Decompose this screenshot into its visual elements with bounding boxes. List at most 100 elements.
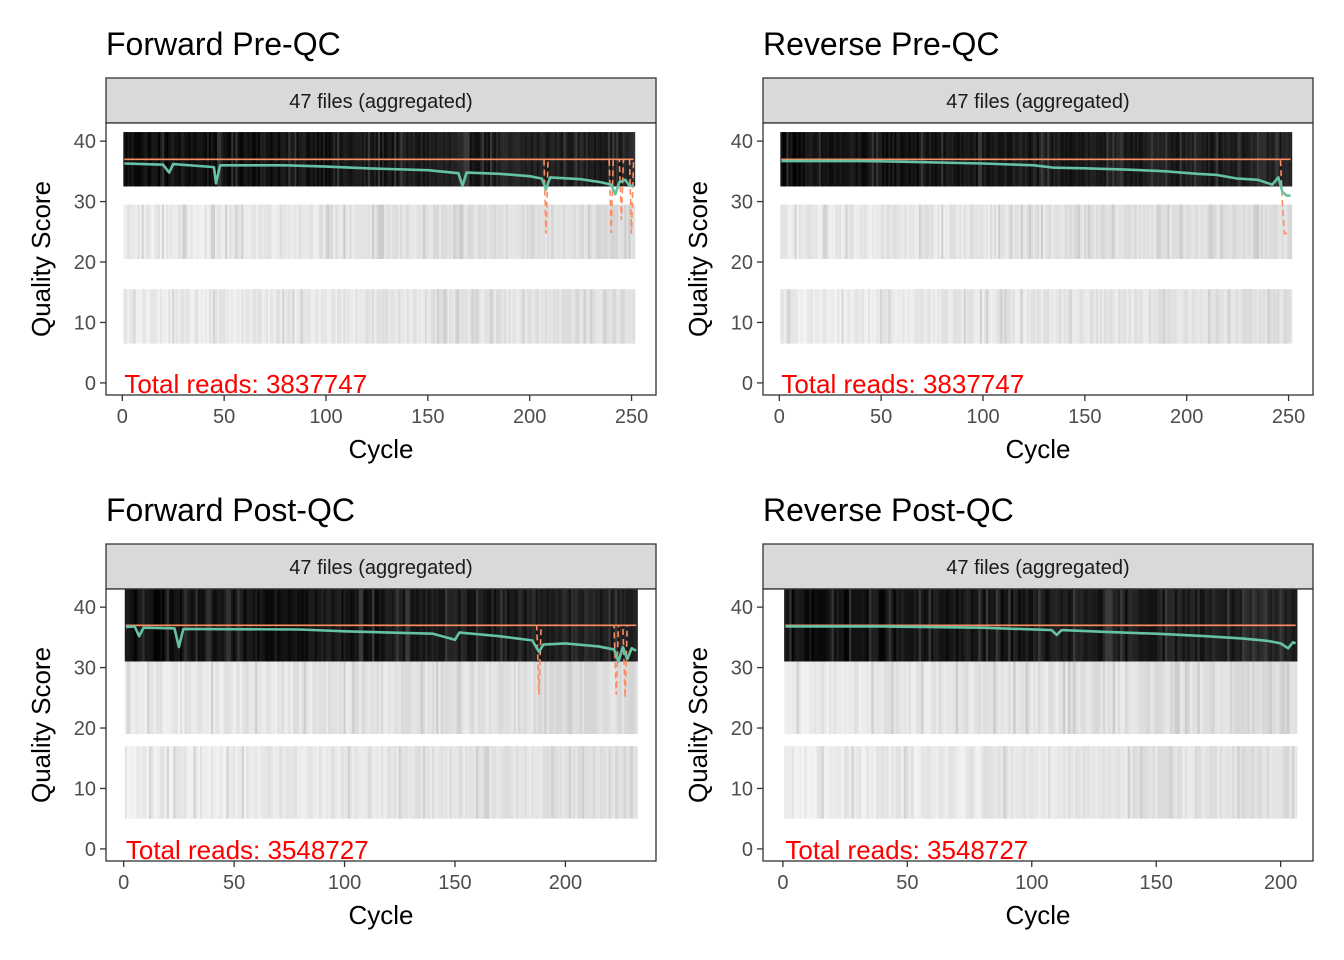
heatmap-cell [333, 204, 336, 259]
heatmap-cell [453, 289, 456, 344]
heatmap-cell [213, 661, 216, 735]
heatmap-cell [267, 204, 271, 259]
heatmap-cell [208, 661, 212, 735]
heatmap-cell [412, 289, 416, 344]
heatmap-cell [1010, 204, 1014, 259]
heatmap-cell [1163, 204, 1166, 259]
heatmap-cell [996, 204, 999, 259]
heatmap-cell [857, 204, 861, 259]
heatmap-cell [1171, 204, 1175, 259]
heatmap-cell [1173, 204, 1177, 259]
heatmap-cell [184, 661, 188, 735]
heatmap-cell [504, 746, 508, 819]
heatmap-cell [263, 661, 267, 735]
heatmap-cell [1173, 289, 1177, 344]
heatmap-cell [482, 661, 486, 735]
heatmap-cell [1020, 204, 1024, 259]
heatmap-cell [1179, 204, 1183, 259]
heatmap-cell [455, 204, 458, 259]
heatmap-cell [322, 204, 326, 259]
heatmap-cell [1224, 661, 1228, 735]
heatmap-cell [1117, 746, 1121, 819]
heatmap-cell [920, 289, 924, 344]
heatmap-cell [475, 204, 479, 259]
heatmap-cell [843, 661, 847, 735]
heatmap-cell [902, 289, 906, 344]
heatmap-cell [329, 204, 332, 259]
heatmap-cell [451, 661, 455, 735]
heatmap-cell [219, 661, 223, 735]
heatmap-cell [564, 661, 568, 735]
heatmap-cell [473, 661, 477, 735]
heatmap-cell [828, 746, 833, 819]
heatmap-cell [943, 289, 946, 344]
heatmap-cell [140, 746, 144, 819]
heatmap-cell [1177, 289, 1181, 344]
heatmap-cell [485, 204, 489, 259]
facet-strip-label: 47 files (aggregated) [946, 557, 1129, 579]
heatmap-cell [894, 289, 898, 344]
heatmap-cell [910, 204, 914, 259]
heatmap-cell [628, 746, 632, 819]
heatmap-cell [162, 204, 165, 259]
heatmap-cell [979, 204, 983, 259]
heatmap-cell [1132, 746, 1136, 819]
heatmap-cell [210, 661, 214, 735]
heatmap-cell [496, 204, 499, 259]
heatmap-cell [1055, 289, 1058, 344]
heatmap-cell [383, 661, 387, 735]
heatmap-cell [279, 746, 283, 819]
heatmap-cell [170, 204, 173, 259]
heatmap-cell [406, 289, 410, 344]
heatmap-cell [460, 746, 464, 819]
heatmap-cell [411, 746, 415, 819]
heatmap-cell [1249, 746, 1253, 819]
heatmap-cell [1114, 204, 1118, 259]
heatmap-cell [1028, 204, 1032, 259]
heatmap-cell [442, 746, 446, 819]
heatmap-cell [1104, 204, 1107, 259]
heatmap-cell [1162, 746, 1166, 819]
heatmap-cell [843, 289, 847, 344]
heatmap-cell [347, 746, 351, 819]
heatmap-cell [272, 661, 276, 735]
heatmap-cell [1163, 289, 1166, 344]
heatmap-cell [377, 204, 381, 259]
heatmap-cell [355, 289, 359, 344]
heatmap-cell [1110, 661, 1114, 735]
heatmap-cell [901, 746, 905, 819]
heatmap-cell [288, 746, 292, 819]
mean-quality-line [781, 159, 1291, 197]
heatmap-cell [1004, 289, 1008, 344]
heatmap-cell [573, 289, 577, 344]
heatmap-cell [1259, 661, 1263, 735]
heatmap-cell [299, 661, 303, 735]
heatmap-cell [245, 289, 249, 344]
heatmap-cell [460, 661, 464, 735]
heatmap-cell [178, 289, 181, 344]
heatmap-cell [546, 746, 550, 819]
heatmap-cell [297, 746, 300, 819]
heatmap-cell [784, 289, 788, 344]
heatmap-cell [524, 204, 528, 259]
heatmap-cell [569, 204, 573, 259]
heatmap-cell [1108, 289, 1111, 344]
heatmap-cell [806, 204, 810, 259]
heatmap-cell [221, 289, 224, 344]
heatmap-cell [1038, 746, 1042, 819]
heatmap-cell [1217, 746, 1221, 819]
heatmap-cell [971, 289, 975, 344]
heatmap-cell [537, 746, 541, 819]
heatmap-cell [330, 661, 334, 735]
panel-border [105, 122, 657, 396]
heatmap-cell [1120, 204, 1124, 259]
heatmap-cell [918, 204, 922, 259]
heatmap-cell [500, 204, 503, 259]
heatmap-cell [582, 746, 585, 819]
heatmap-cell [457, 289, 461, 344]
heatmap-cell [931, 204, 934, 259]
heatmap-cell [131, 204, 135, 259]
heatmap-cell [1214, 746, 1218, 819]
heatmap-cell [437, 204, 440, 259]
heatmap-cell [343, 204, 346, 259]
